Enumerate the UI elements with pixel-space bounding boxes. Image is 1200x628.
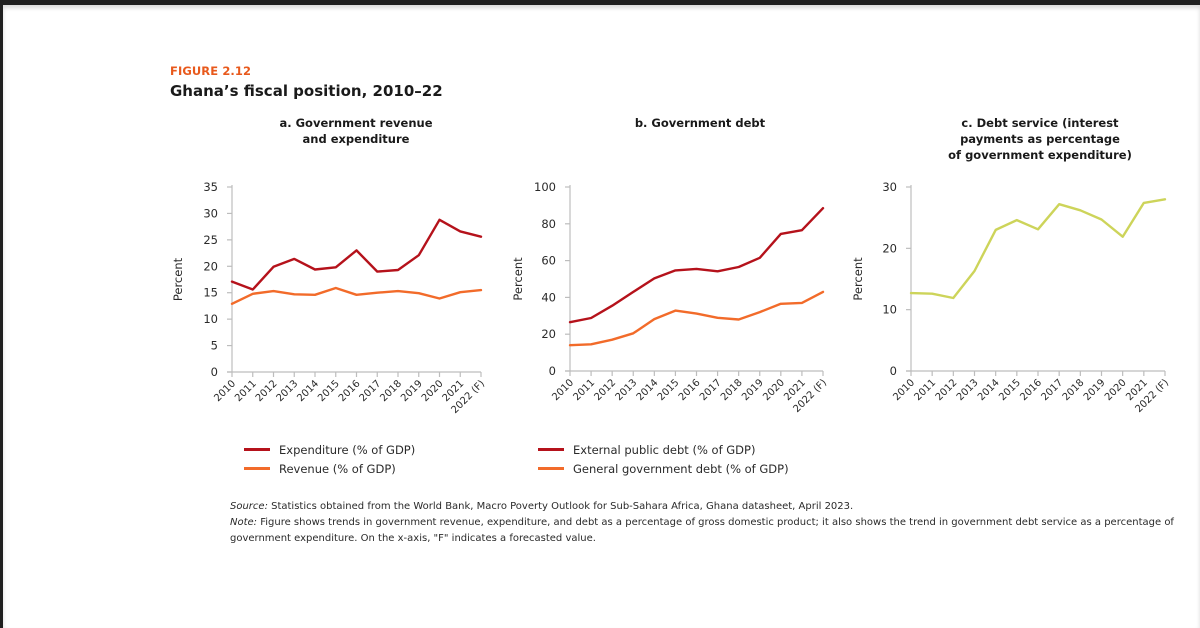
x-tick-label: 2011 — [913, 377, 939, 403]
x-tick-label: 2015 — [316, 378, 342, 404]
x-tick-label: 2018 — [719, 377, 745, 403]
y-tick-label: 40 — [541, 290, 556, 304]
legend-panel-b: External public debt (% of GDP) General … — [538, 440, 789, 478]
x-tick-label: 2010 — [891, 377, 917, 403]
y-tick-label: 0 — [890, 364, 897, 378]
legend-item-external-debt: External public debt (% of GDP) — [538, 440, 789, 459]
panel-c-chart: 0102030201020112012201320142015201620172… — [851, 180, 1171, 415]
y-tick-label: 20 — [541, 327, 556, 341]
y-tick-label: 30 — [882, 180, 897, 194]
legend-item-general-debt: General government debt (% of GDP) — [538, 459, 789, 478]
x-tick-label: 2019 — [740, 377, 766, 403]
x-tick-label: 2018 — [378, 378, 404, 404]
source-text: Statistics obtained from the World Bank,… — [267, 501, 854, 512]
y-axis-label: Percent — [171, 257, 185, 301]
x-tick-label: 2016 — [337, 378, 363, 404]
note-label: Note: — [230, 517, 258, 528]
panel-b-title: b. Government debt — [634, 116, 766, 130]
y-axis-label: Percent — [511, 257, 525, 301]
x-tick-label: 2011 — [233, 378, 259, 404]
x-tick-label: 2015 — [997, 377, 1023, 403]
x-tick-label: 2015 — [656, 377, 682, 403]
y-tick-label: 10 — [882, 303, 897, 317]
x-tick-label: 2016 — [1018, 377, 1044, 403]
y-tick-label: 100 — [534, 180, 556, 194]
x-tick-label: 2019 — [1082, 377, 1108, 403]
y-tick-label: 80 — [541, 217, 556, 231]
series-line-general-government-debt-of-gdp — [568, 290, 825, 347]
y-tick-label: 30 — [203, 206, 218, 220]
y-tick-label: 10 — [203, 312, 218, 326]
y-tick-label: 20 — [882, 241, 897, 255]
page-canvas — [3, 5, 1200, 628]
series-line-external-public-debt-of-gdp — [568, 206, 825, 324]
x-tick-label: 2014 — [976, 377, 1002, 403]
note-paragraph: Note: Figure shows trends in government … — [230, 515, 1180, 547]
legend-label-revenue: Revenue (% of GDP) — [279, 461, 396, 476]
panel-a-chart: 0510152025303520102011201220132014201520… — [171, 180, 487, 416]
legend-item-expenditure: Expenditure (% of GDP) — [244, 440, 415, 459]
x-tick-label: 2011 — [571, 377, 597, 403]
x-tick-label: 2020 — [1103, 377, 1129, 403]
series-line-debt-service — [909, 198, 1167, 300]
y-tick-label: 35 — [203, 180, 218, 194]
y-axis-label: Percent — [851, 257, 865, 301]
legend-panel-a: Expenditure (% of GDP) Revenue (% of GDP… — [244, 440, 415, 478]
legend-swatch-general-debt — [538, 467, 564, 470]
x-tick-label: 2012 — [934, 377, 960, 403]
y-tick-label: 25 — [203, 233, 218, 247]
x-tick-label: 2014 — [635, 377, 661, 403]
y-tick-label: 0 — [211, 365, 218, 379]
legend-label-general-debt: General government debt (% of GDP) — [573, 461, 789, 476]
series-line-revenue-of-gdp — [230, 286, 483, 305]
series-line-expenditure-of-gdp — [230, 218, 483, 291]
x-tick-label: 2019 — [399, 378, 425, 404]
y-tick-label: 20 — [203, 259, 218, 273]
x-tick-label: 2010 — [212, 378, 238, 404]
x-tick-label: 2012 — [254, 378, 280, 404]
x-tick-label: 2018 — [1061, 377, 1087, 403]
legend-swatch-expenditure — [244, 448, 270, 451]
panel-c-title: c. Debt service (interest payments as pe… — [948, 116, 1132, 162]
legend-swatch-external-debt — [538, 448, 564, 451]
x-tick-label: 2016 — [677, 377, 703, 403]
legend-swatch-revenue — [244, 467, 270, 470]
panel-a-title: a. Government revenue and expenditure — [279, 116, 433, 146]
figure-title: Ghana’s fiscal position, 2010–22 — [170, 82, 443, 100]
x-tick-label: 2013 — [614, 377, 640, 403]
legend-label-external-debt: External public debt (% of GDP) — [573, 442, 756, 457]
y-tick-label: 15 — [203, 286, 218, 300]
x-tick-label: 2014 — [295, 378, 321, 404]
figure-notes: Source: Statistics obtained from the Wor… — [230, 499, 1180, 547]
x-tick-label: 2012 — [593, 377, 619, 403]
legend-label-expenditure: Expenditure (% of GDP) — [279, 442, 416, 457]
legend-item-revenue: Revenue (% of GDP) — [244, 459, 415, 478]
source-label: Source: — [230, 501, 268, 512]
x-tick-label: 2013 — [955, 377, 981, 403]
x-tick-label: 2013 — [275, 378, 301, 404]
x-tick-label: 2017 — [358, 378, 384, 404]
note-text: Figure shows trends in government revenu… — [230, 517, 1174, 544]
x-tick-label: 2020 — [420, 378, 446, 404]
source-note: Source: Statistics obtained from the Wor… — [230, 499, 1180, 515]
panel-b-chart: 0 20 40 60 80 100 2010201120122013201420152016… — [511, 180, 829, 415]
figure-label: FIGURE 2.12 — [170, 64, 252, 78]
y-tick-label: 5 — [211, 339, 218, 353]
x-tick-label: 2017 — [698, 377, 724, 403]
y-tick-label: 0 — [549, 364, 556, 378]
x-tick-label: 2010 — [550, 377, 576, 403]
x-tick-label: 2020 — [761, 377, 787, 403]
y-tick-label: 60 — [541, 254, 556, 268]
x-tick-label: 2017 — [1040, 377, 1066, 403]
